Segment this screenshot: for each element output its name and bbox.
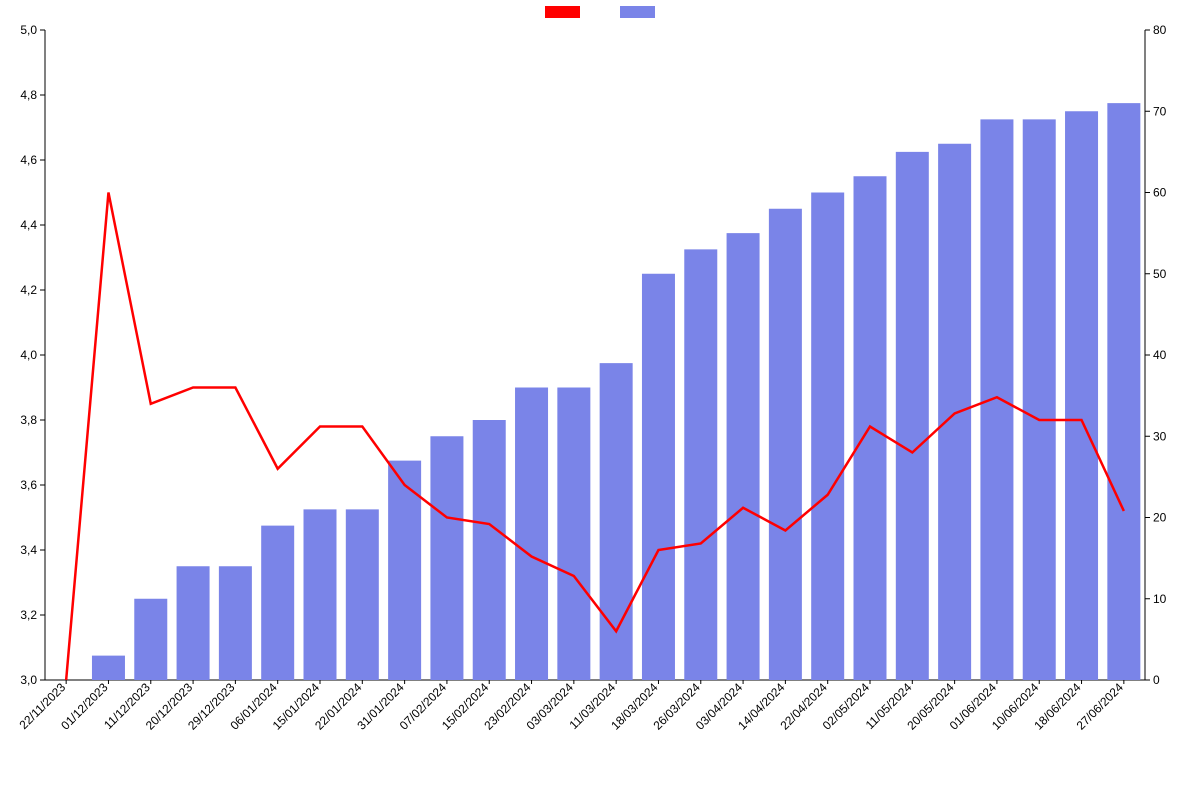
y-left-tick-label: 4,2 <box>20 283 37 297</box>
bar <box>177 566 210 680</box>
y-left-tick-label: 3,2 <box>20 608 37 622</box>
y-left-tick-label: 4,0 <box>20 348 37 362</box>
y-left-tick-label: 3,0 <box>20 673 37 687</box>
bar <box>980 119 1013 680</box>
y-right-tick-label: 70 <box>1153 104 1167 118</box>
y-left-tick-label: 3,8 <box>20 413 37 427</box>
bar <box>642 274 675 680</box>
bar <box>1107 103 1140 680</box>
y-right-tick-label: 80 <box>1153 23 1167 37</box>
bar <box>515 388 548 681</box>
bar <box>938 144 971 680</box>
y-right-tick-label: 20 <box>1153 511 1167 525</box>
y-right-tick-label: 40 <box>1153 348 1167 362</box>
y-left-tick-label: 3,4 <box>20 543 37 557</box>
legend-swatch <box>620 6 655 18</box>
bar <box>811 193 844 681</box>
bar <box>134 599 167 680</box>
legend-swatch <box>545 6 580 18</box>
bar <box>896 152 929 680</box>
y-left-tick-label: 4,4 <box>20 218 37 232</box>
bar <box>92 656 125 680</box>
bar <box>727 233 760 680</box>
bar <box>557 388 590 681</box>
bar <box>684 249 717 680</box>
y-right-tick-label: 50 <box>1153 267 1167 281</box>
bar <box>219 566 252 680</box>
y-left-tick-label: 4,8 <box>20 88 37 102</box>
y-right-tick-label: 10 <box>1153 592 1167 606</box>
y-left-tick-label: 4,6 <box>20 153 37 167</box>
y-right-tick-label: 60 <box>1153 186 1167 200</box>
bar <box>304 509 337 680</box>
combo-chart: 3,0 3,2 3,4 3,6 3,8 4,0 4,2 4,4 4,6 4,8 5,0 0 10 20 30… <box>0 0 1200 800</box>
bar <box>1065 111 1098 680</box>
bar <box>261 526 294 680</box>
bar <box>346 509 379 680</box>
y-right-tick-label: 0 <box>1153 673 1160 687</box>
y-left-tick-label: 3,6 <box>20 478 37 492</box>
bar <box>1023 119 1056 680</box>
bar <box>769 209 802 680</box>
bar <box>430 436 463 680</box>
bar <box>473 420 506 680</box>
y-right-tick-label: 30 <box>1153 429 1167 443</box>
y-left-tick-label: 5,0 <box>20 23 37 37</box>
